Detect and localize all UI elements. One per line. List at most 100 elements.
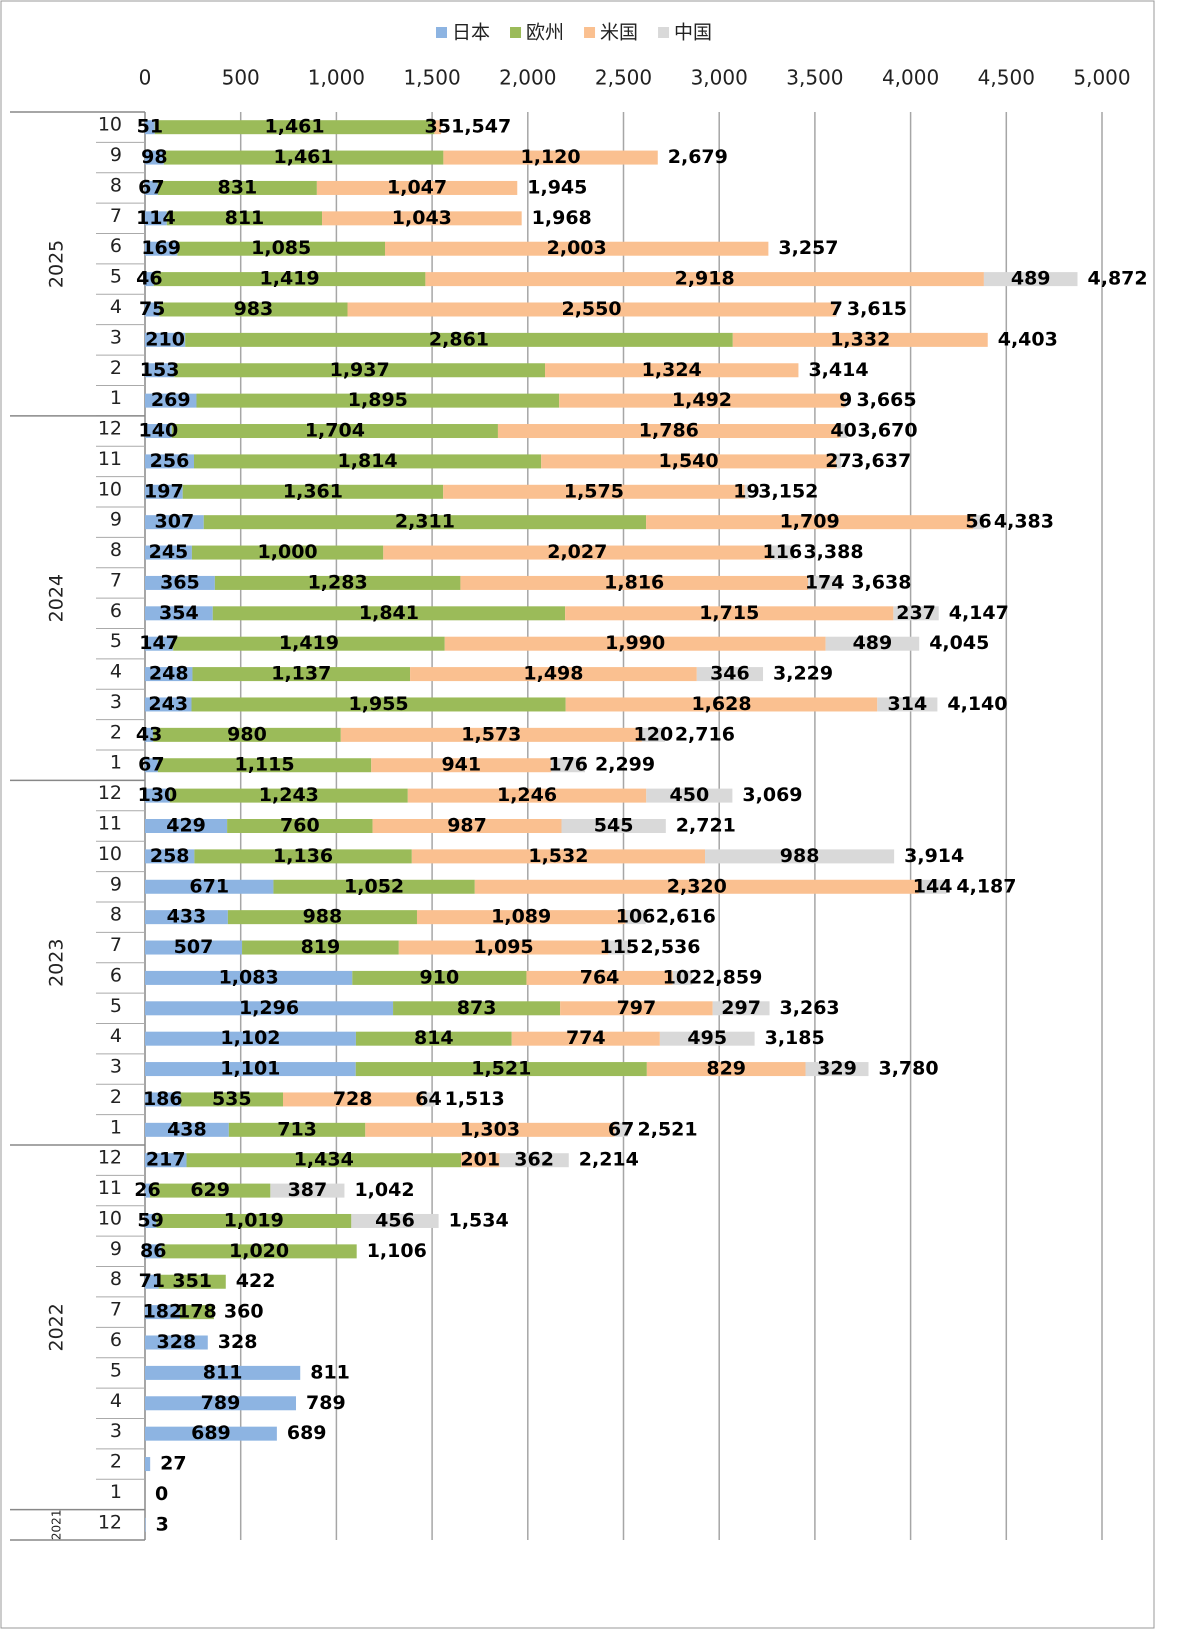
total-label: 360 — [224, 1301, 264, 1323]
bar-segment — [196, 393, 560, 408]
value-label: 19 — [733, 480, 759, 502]
category-label: 4 — [110, 296, 122, 318]
value-label: 829 — [706, 1058, 746, 1080]
bar-segment — [372, 819, 562, 833]
bar-segment — [191, 545, 384, 560]
bar-segment — [398, 940, 609, 955]
value-label: 1,361 — [283, 480, 343, 502]
bar-segment — [174, 363, 546, 378]
value-label: 1,628 — [691, 693, 751, 715]
value-label: 59 — [137, 1209, 163, 1231]
category-label: 5 — [110, 266, 122, 288]
category-label: 6 — [110, 235, 122, 257]
value-label: 1,575 — [564, 480, 624, 502]
total-label: 4,187 — [956, 875, 1016, 897]
total-label: 4,140 — [947, 693, 1007, 715]
value-label: 495 — [687, 1027, 727, 1049]
bar-segment — [561, 819, 666, 833]
x-tick-label: 5,000 — [1073, 66, 1130, 90]
value-label: 433 — [167, 906, 207, 928]
category-label: 12 — [98, 1147, 122, 1169]
category-label: 12 — [98, 418, 122, 440]
value-label: 987 — [447, 815, 487, 837]
value-label: 40 — [830, 420, 856, 442]
value-label: 1,715 — [699, 602, 759, 624]
value-label: 67 — [138, 176, 164, 198]
value-label: 988 — [780, 845, 820, 867]
value-label: 56 — [965, 511, 991, 533]
bar-segment — [545, 363, 799, 378]
value-label: 258 — [150, 845, 190, 867]
value-label: 1,573 — [461, 723, 521, 745]
legend-swatch — [436, 27, 447, 38]
bar-segment — [825, 636, 920, 651]
bar-segment — [145, 272, 154, 287]
value-label: 1,419 — [279, 632, 339, 654]
bar-segment — [171, 424, 498, 439]
bar-segment — [145, 1457, 151, 1472]
category-label: 6 — [110, 1329, 122, 1351]
group-label: 2021 — [50, 1510, 64, 1541]
group-label: 2025 — [46, 240, 68, 288]
bar-segment — [145, 363, 175, 378]
bar-segment — [322, 211, 522, 226]
bar-segment — [672, 970, 693, 985]
value-label: 186 — [143, 1088, 183, 1110]
bar-segment — [282, 1092, 423, 1107]
value-label: 354 — [159, 602, 199, 624]
value-label: 1,101 — [220, 1058, 280, 1080]
bar-segment — [355, 1062, 647, 1077]
value-label: 346 — [710, 663, 750, 685]
value-label: 351 — [172, 1270, 212, 1292]
category-label: 9 — [110, 509, 122, 531]
value-label: 1,043 — [392, 207, 452, 229]
total-label: 2,616 — [656, 906, 716, 928]
bar-segment — [158, 1274, 226, 1289]
value-label: 130 — [138, 784, 178, 806]
value-label: 387 — [288, 1179, 328, 1201]
value-label: 1,052 — [344, 875, 404, 897]
total-label: 4,872 — [1088, 268, 1148, 290]
value-label: 71 — [139, 1270, 165, 1292]
group-label: 2022 — [46, 1303, 68, 1351]
value-label: 9 — [839, 389, 852, 411]
bar-segment — [145, 1001, 394, 1016]
value-label: 1,955 — [349, 693, 409, 715]
bar-segment — [145, 1305, 180, 1320]
bar-segment — [186, 1153, 462, 1168]
bar-segment — [191, 697, 566, 712]
total-label: 4,383 — [994, 511, 1054, 533]
bar-segment — [499, 1153, 569, 1168]
total-label: 3,670 — [857, 420, 917, 442]
value-label: 102 — [663, 966, 703, 988]
value-label: 64 — [415, 1088, 441, 1110]
bar-segment — [203, 515, 647, 530]
bar-segment — [145, 120, 155, 135]
bar-segment — [474, 879, 919, 894]
bar-segment — [145, 1274, 159, 1289]
value-label: 98 — [141, 146, 167, 168]
total-label: 3,638 — [851, 571, 911, 593]
bar-segment — [161, 1244, 357, 1259]
bar-segment — [565, 697, 878, 712]
value-label: 774 — [566, 1027, 606, 1049]
value-label: 1,115 — [234, 754, 294, 776]
value-label: 1,895 — [348, 389, 408, 411]
bar-segment — [163, 150, 444, 165]
value-label: 545 — [594, 815, 634, 837]
value-label: 116 — [763, 541, 803, 563]
category-label: 8 — [110, 174, 122, 196]
category-label: 8 — [110, 904, 122, 926]
total-label: 3,069 — [742, 784, 802, 806]
legend-swatch — [658, 27, 670, 38]
value-label: 307 — [155, 511, 195, 533]
category-label: 8 — [110, 1268, 122, 1290]
value-label: 811 — [225, 207, 265, 229]
category-label: 5 — [110, 630, 122, 652]
total-label: 3,257 — [778, 237, 838, 259]
value-label: 941 — [441, 754, 481, 776]
bar-segment — [877, 697, 938, 712]
bar-segment — [153, 727, 341, 742]
value-label: 1,296 — [239, 997, 299, 1019]
category-label: 4 — [110, 1025, 122, 1047]
